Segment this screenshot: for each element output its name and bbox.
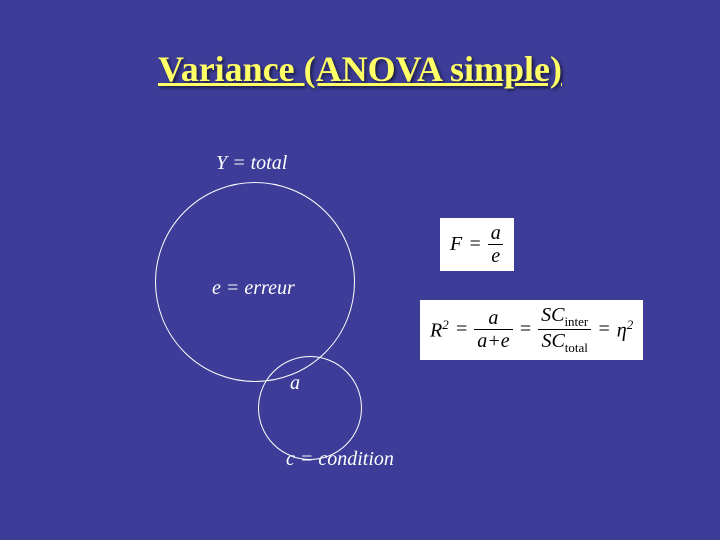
r2-frac1-num: a bbox=[485, 307, 501, 329]
formula-r2-frac1: a a+e bbox=[474, 307, 512, 352]
formula-r2-frac2: SCinter SCtotal bbox=[538, 304, 591, 356]
r2-frac2-den: SCtotal bbox=[538, 329, 590, 355]
formula-r2-rhs: η2 bbox=[617, 317, 633, 343]
equals-sign: = bbox=[597, 318, 611, 341]
sc-inter-base: SC bbox=[541, 304, 564, 326]
formula-f-lhs: F bbox=[450, 233, 462, 256]
label-y-total: Y = total bbox=[216, 152, 287, 175]
equals-sign: = bbox=[455, 318, 469, 341]
eta-base: η bbox=[617, 320, 627, 342]
label-e-erreur: e = erreur bbox=[212, 277, 295, 300]
formula-f: F = a e bbox=[440, 218, 514, 271]
label-a: a bbox=[290, 372, 300, 395]
circle-condition bbox=[258, 356, 362, 460]
sc-total-base: SC bbox=[541, 330, 564, 352]
r2-base: R bbox=[430, 320, 442, 342]
equals-sign: = bbox=[519, 318, 533, 341]
r2-sup: 2 bbox=[442, 317, 449, 332]
formula-r2-lhs: R2 bbox=[430, 317, 449, 343]
label-c-condition: c = condition bbox=[286, 448, 394, 471]
formula-f-fraction: a e bbox=[488, 222, 504, 267]
sc-total-sub: total bbox=[565, 340, 588, 355]
slide-title: Variance (ANOVA simple) bbox=[0, 48, 720, 90]
formula-r2: R2 = a a+e = SCinter SCtotal = η2 bbox=[420, 300, 643, 360]
eta-sup: 2 bbox=[627, 317, 634, 332]
equals-sign: = bbox=[468, 233, 482, 256]
formula-f-den: e bbox=[488, 244, 503, 267]
r2-frac1-den: a+e bbox=[474, 329, 512, 352]
sc-inter-sub: inter bbox=[564, 314, 588, 329]
formula-f-num: a bbox=[488, 222, 504, 244]
r2-frac2-num: SCinter bbox=[538, 304, 591, 329]
